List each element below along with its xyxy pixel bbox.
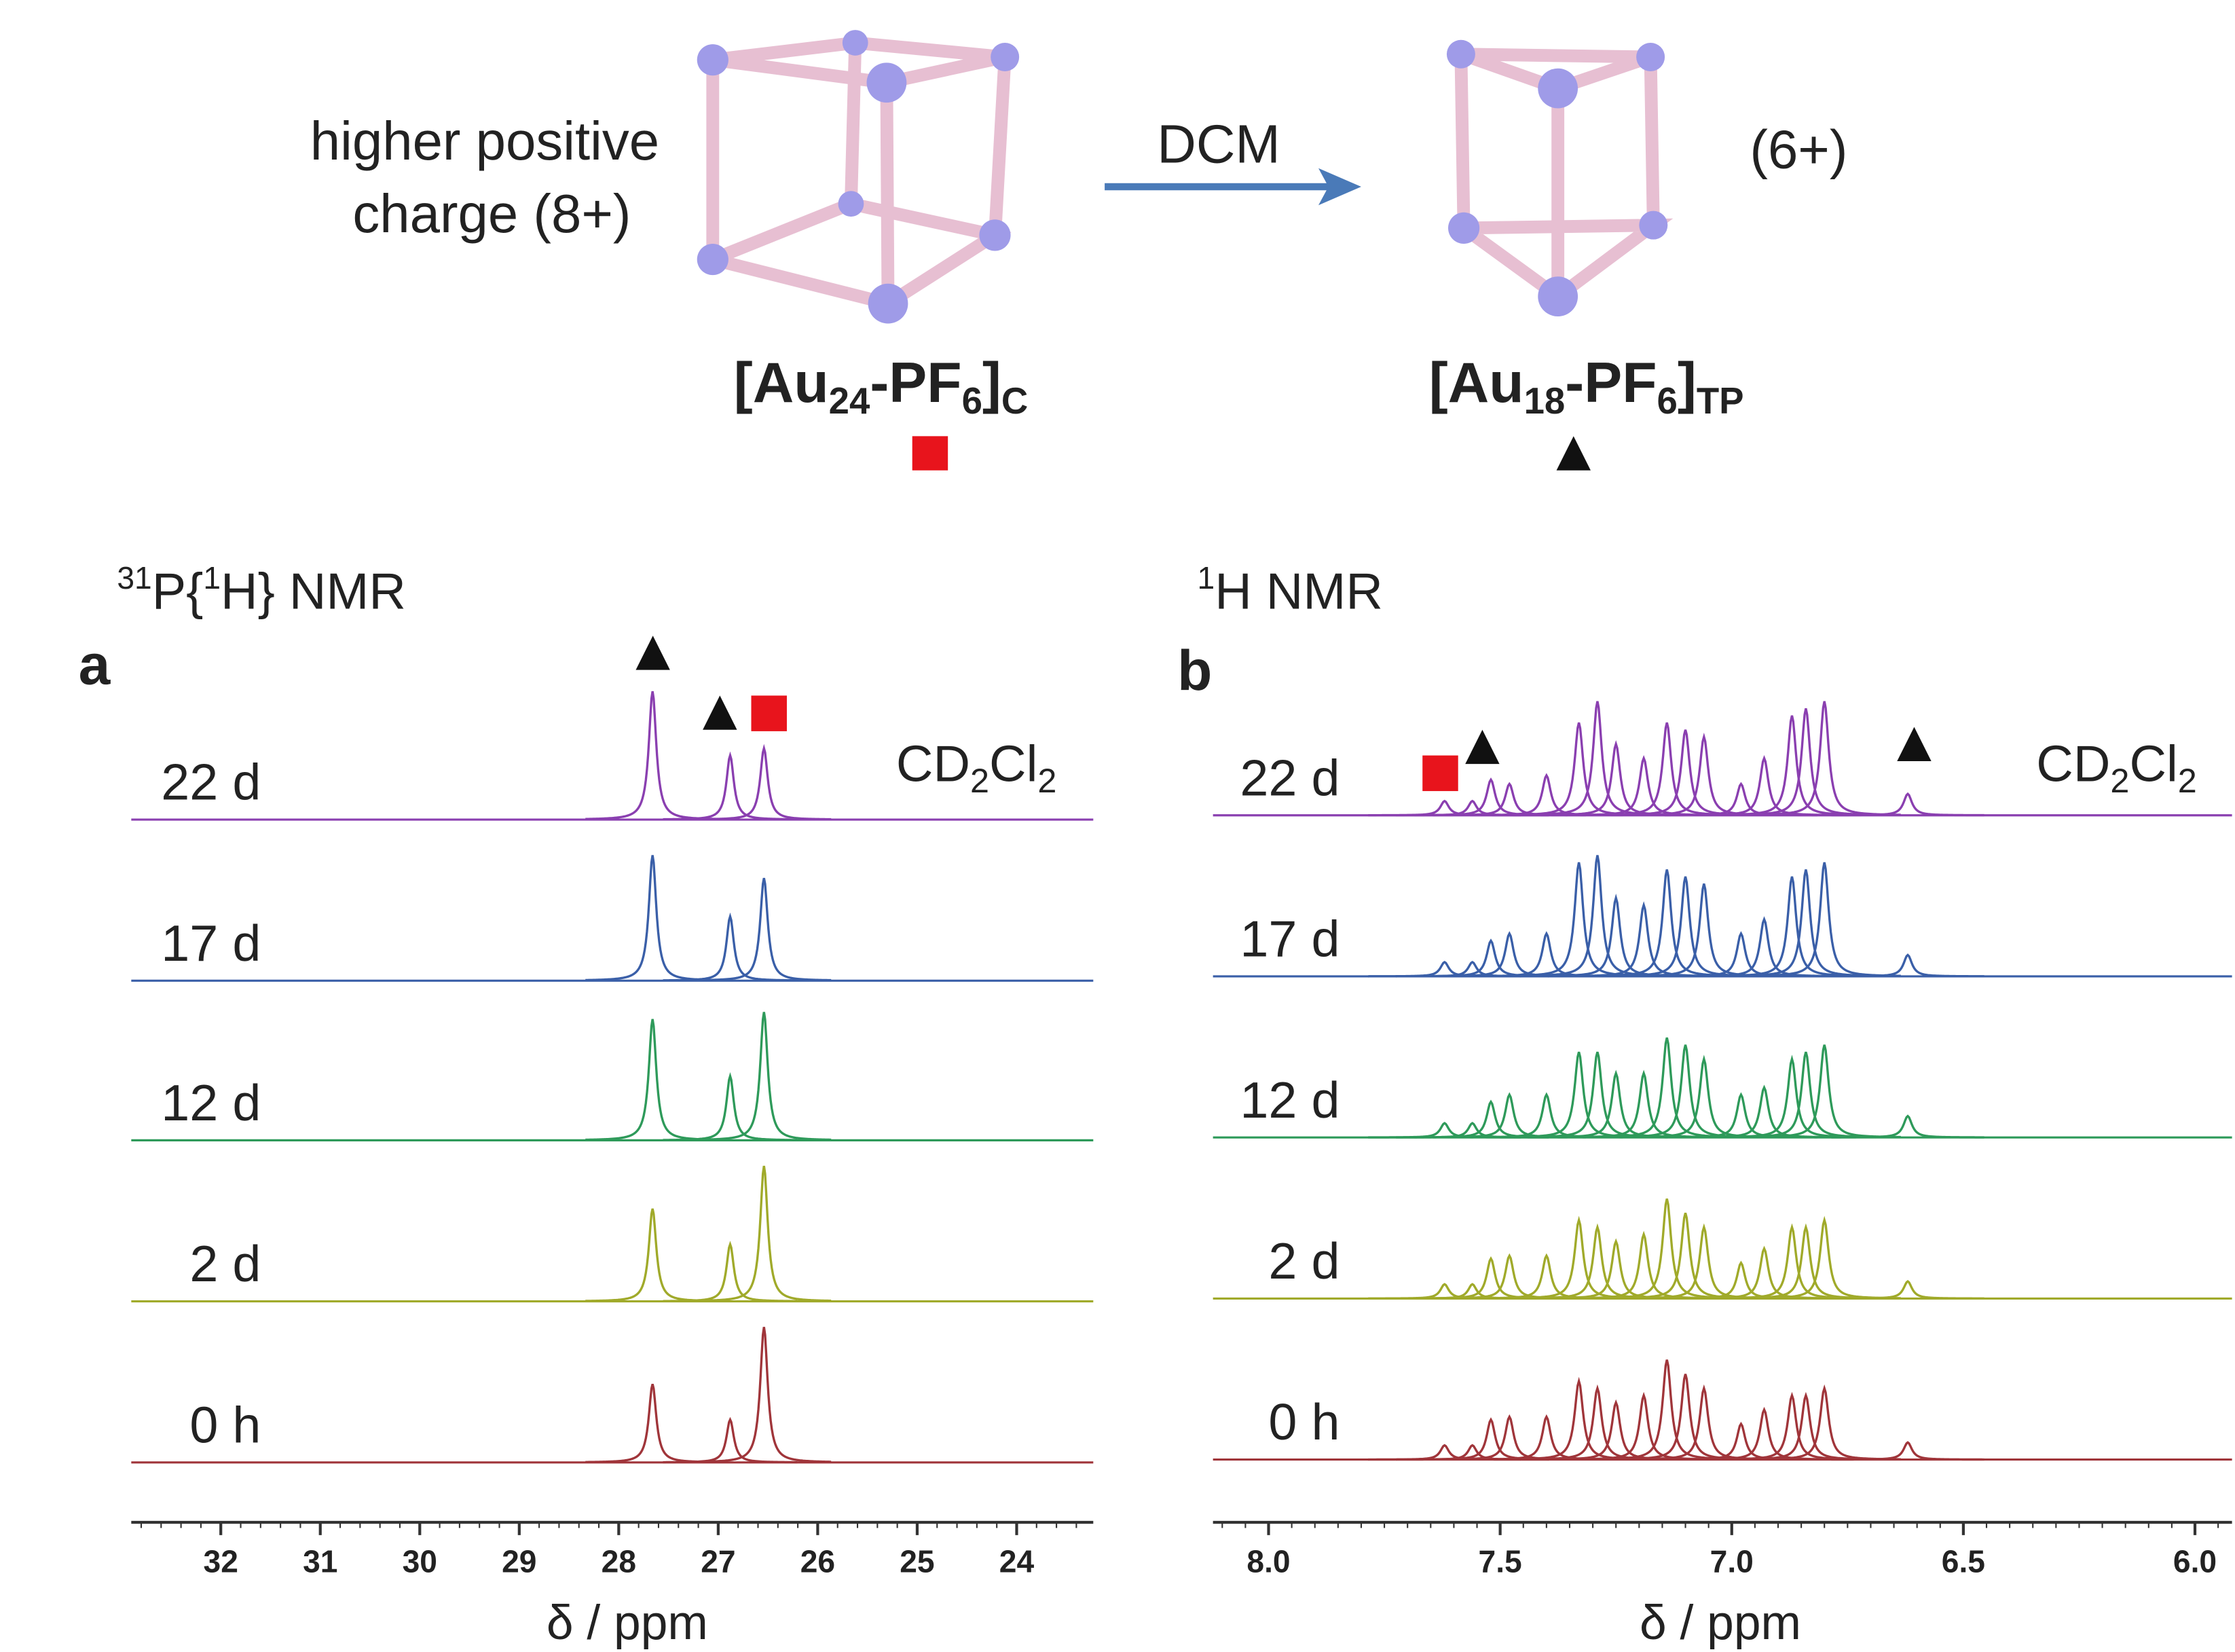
x-axis-label: δ / ppm <box>547 1596 708 1650</box>
peak <box>1521 856 1674 976</box>
peak <box>1609 1045 1762 1137</box>
peak <box>585 1384 720 1462</box>
x-tick-label: 24 <box>999 1543 1035 1579</box>
series-label: 2 d <box>189 1236 261 1293</box>
series-label: 22 d <box>161 754 261 811</box>
peak <box>1540 898 1693 976</box>
arrow-label: DCM <box>1157 113 1280 174</box>
peak <box>697 1166 831 1301</box>
triangle-marker <box>703 695 737 729</box>
formula: [Au18-PF6]TP <box>1429 350 1744 422</box>
x-tick-label: 27 <box>701 1543 735 1579</box>
peak <box>1716 716 1868 815</box>
peak <box>585 856 720 980</box>
peak <box>1729 870 1882 976</box>
x-tick-label: 25 <box>900 1543 934 1579</box>
left-text: higher positive <box>310 111 659 171</box>
peak <box>697 1012 831 1139</box>
peak <box>1627 1227 1780 1298</box>
figure: DCM higher positive charge (8+) (6+) [Au… <box>0 0 2235 1652</box>
left-text: charge (8+) <box>352 183 631 244</box>
triangle-marker <box>1897 727 1931 761</box>
peak <box>1609 1213 1762 1298</box>
panel-label: a <box>79 633 111 697</box>
peak <box>1609 730 1762 815</box>
panel-title: 31P{1H} NMR <box>117 560 406 620</box>
peak <box>1748 1389 1901 1459</box>
peak <box>1502 862 1655 976</box>
peak <box>697 878 831 980</box>
peak <box>697 748 831 819</box>
x-tick-label: 29 <box>502 1543 536 1579</box>
x-axis-label: δ / ppm <box>1640 1596 1801 1650</box>
peak <box>1591 722 1743 815</box>
square-marker <box>751 695 786 731</box>
right-text: (6+) <box>1750 120 1847 180</box>
series-label: 0 h <box>1268 1394 1340 1451</box>
x-tick-label: 6.0 <box>2173 1543 2217 1579</box>
triangle-marker <box>1465 730 1499 764</box>
triangle-marker <box>635 636 669 669</box>
x-tick-label: 8.0 <box>1246 1543 1290 1579</box>
formula: [Au24-PF6]C <box>734 350 1029 422</box>
peak <box>1502 1052 1655 1137</box>
series-label: 22 d <box>1240 750 1340 807</box>
x-tick-label: 7.0 <box>1710 1543 1754 1579</box>
prism <box>1447 40 1667 316</box>
triangle-marker <box>1557 436 1591 470</box>
peak <box>1748 1045 1901 1137</box>
panel-label: b <box>1177 638 1212 702</box>
x-tick-label: 32 <box>204 1543 238 1579</box>
peak <box>663 1076 798 1140</box>
solvent: CD2Cl2 <box>2036 735 2197 800</box>
cube <box>697 30 1019 323</box>
peak <box>1729 708 1882 815</box>
peak <box>1748 1220 1901 1298</box>
series-label: 0 h <box>189 1397 261 1454</box>
peak <box>1609 1374 1762 1459</box>
peak <box>1729 1395 1882 1459</box>
series-label: 17 d <box>161 915 261 972</box>
peak <box>697 1327 831 1462</box>
peak <box>663 1245 798 1302</box>
peak <box>1729 1052 1882 1137</box>
peak <box>1521 1052 1674 1137</box>
series-label: 12 d <box>161 1075 261 1132</box>
series-label: 2 d <box>1268 1233 1340 1290</box>
x-tick-label: 30 <box>403 1543 437 1579</box>
peak <box>1433 934 1586 976</box>
x-tick-label: 26 <box>800 1543 835 1579</box>
x-tick-label: 28 <box>602 1543 636 1579</box>
x-tick-label: 31 <box>303 1543 337 1579</box>
peak <box>663 756 798 820</box>
peak <box>1627 737 1780 815</box>
peak <box>1627 1389 1780 1459</box>
peak <box>585 1019 720 1140</box>
square-marker <box>1422 756 1458 791</box>
series-label: 12 d <box>1240 1072 1340 1129</box>
peak <box>663 1420 798 1463</box>
series-label: 17 d <box>1240 911 1340 968</box>
peak <box>1540 744 1693 815</box>
peak <box>585 1209 720 1301</box>
peak <box>1716 1227 1868 1298</box>
peak <box>1609 877 1762 976</box>
peak <box>1502 722 1655 815</box>
x-tick-label: 7.5 <box>1479 1543 1522 1579</box>
square-marker <box>912 436 948 470</box>
peak <box>1729 1227 1882 1298</box>
peak <box>1627 1059 1780 1137</box>
peak <box>585 691 720 819</box>
panel-title: 1H NMR <box>1198 560 1383 620</box>
peak <box>1716 877 1868 976</box>
x-tick-label: 6.5 <box>1942 1543 1985 1579</box>
solvent: CD2Cl2 <box>896 735 1057 800</box>
peak <box>1627 884 1780 976</box>
